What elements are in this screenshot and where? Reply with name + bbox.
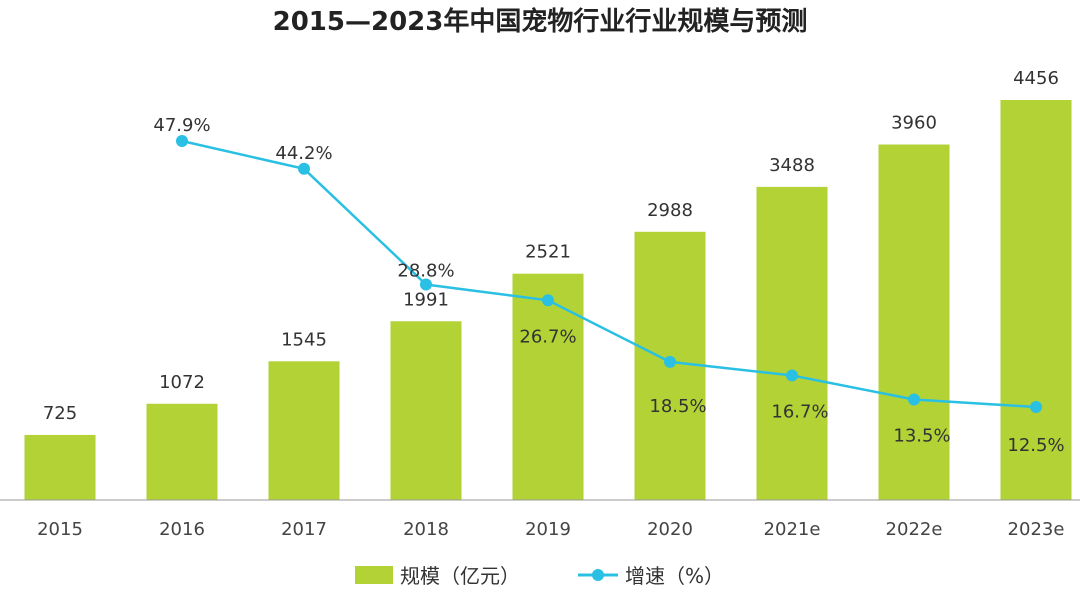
chart-title: 2015—2023年中国宠物行业行业规模与预测 bbox=[273, 6, 808, 37]
rate-point-2021e bbox=[786, 369, 798, 382]
rate-point-2019 bbox=[542, 294, 554, 307]
bar-value-label-2015: 725 bbox=[43, 403, 77, 424]
bar-2021e bbox=[756, 186, 828, 500]
x-tick-2022e: 2022e bbox=[886, 519, 943, 540]
bar-value-label-2019: 2521 bbox=[525, 242, 571, 263]
line-series bbox=[176, 135, 1042, 413]
x-tick-2016: 2016 bbox=[159, 519, 205, 540]
x-tick-2018: 2018 bbox=[403, 519, 449, 540]
rate-label-2023e: 12.5% bbox=[1007, 435, 1064, 456]
bar-value-label-2023e: 4456 bbox=[1013, 68, 1059, 89]
legend-line-label: 增速（%） bbox=[625, 564, 724, 588]
x-tick-2019: 2019 bbox=[525, 519, 571, 540]
legend: 规模（亿元） 增速（%） bbox=[355, 564, 724, 588]
x-tick-2015: 2015 bbox=[37, 519, 83, 540]
bar-value-label-2017: 1545 bbox=[281, 329, 327, 350]
x-tick-2021e: 2021e bbox=[764, 519, 821, 540]
rate-point-2020 bbox=[664, 355, 676, 368]
bar-value-label-2020: 2988 bbox=[647, 200, 693, 221]
bar-value-label-2018: 1991 bbox=[403, 289, 449, 310]
rate-point-2017 bbox=[298, 162, 310, 175]
rate-label-2021e: 16.7% bbox=[771, 401, 828, 422]
rate-point-2018 bbox=[420, 278, 432, 291]
rate-label-2020: 18.5% bbox=[649, 396, 706, 417]
bar-2018 bbox=[390, 321, 462, 500]
x-tick-2023e: 2023e bbox=[1008, 519, 1065, 540]
rate-point-2022e bbox=[908, 393, 920, 406]
bar-2015 bbox=[24, 434, 96, 500]
x-tick-2017: 2017 bbox=[281, 519, 327, 540]
legend-bar-swatch bbox=[355, 566, 393, 584]
bar-series bbox=[24, 100, 1072, 500]
bar-value-labels: 725 1072 1545 1991 2521 2988 3488 3960 4456 bbox=[43, 68, 1059, 424]
rate-label-2019: 26.7% bbox=[519, 326, 576, 347]
bar-2016 bbox=[146, 403, 218, 500]
legend-line-marker bbox=[592, 569, 604, 581]
rate-label-2016: 47.9% bbox=[153, 115, 210, 136]
rate-label-2017: 44.2% bbox=[275, 143, 332, 164]
bar-2022e bbox=[878, 144, 950, 500]
legend-bar-label: 规模（亿元） bbox=[400, 564, 520, 588]
rate-label-2022e: 13.5% bbox=[893, 425, 950, 446]
rate-point-2016 bbox=[176, 135, 188, 147]
bar-2019 bbox=[512, 273, 584, 500]
rate-label-2018: 28.8% bbox=[397, 261, 454, 282]
rate-value-labels: 47.9% 44.2% 28.8% 26.7% 18.5% 16.7% 13.5% 12.5% bbox=[153, 115, 1064, 456]
bar-2017 bbox=[268, 361, 340, 500]
x-tick-2020: 2020 bbox=[647, 519, 693, 540]
bar-value-label-2021e: 3488 bbox=[769, 155, 815, 176]
bar-value-label-2022e: 3960 bbox=[891, 113, 937, 134]
bar-value-label-2016: 1072 bbox=[159, 372, 205, 393]
growth-rate-line bbox=[181, 139, 1037, 409]
x-axis-ticks: 2015 2016 2017 2018 2019 2020 2021e 2022e 2023e bbox=[37, 519, 1064, 540]
rate-point-2023e bbox=[1030, 401, 1042, 413]
bar-2023e bbox=[1000, 100, 1072, 500]
